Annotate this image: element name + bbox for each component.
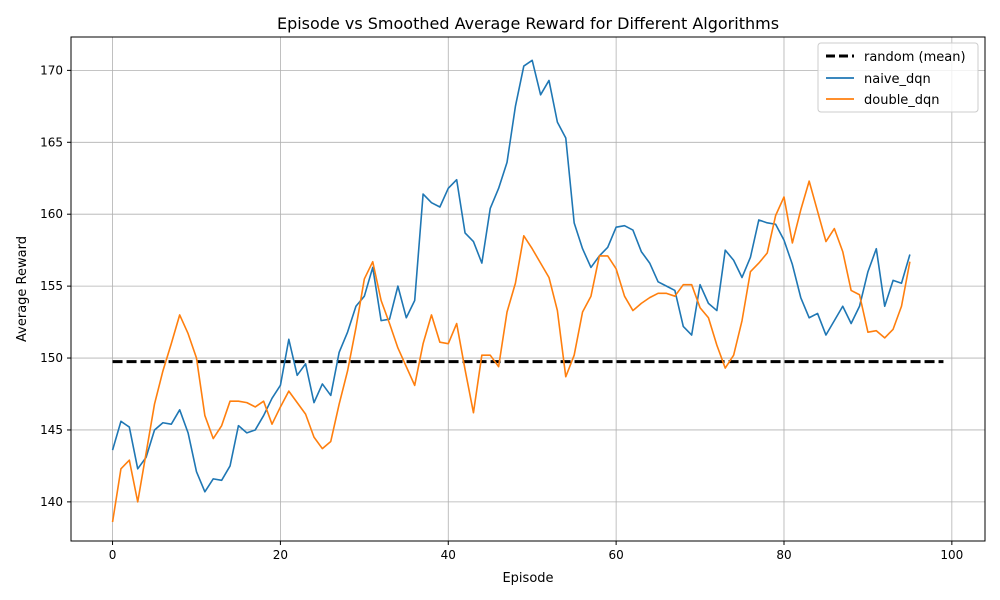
y-tick-label: 165 (40, 135, 63, 149)
plot-frame (70, 36, 986, 542)
series-lines (111, 59, 944, 523)
y-tick-label: 140 (40, 495, 63, 509)
legend-frame (817, 42, 979, 113)
series-line-naive-dqn (111, 59, 911, 493)
x-tick-label: 60 (608, 548, 623, 562)
y-tick-label: 155 (40, 279, 63, 293)
x-axis-label: Episode (502, 571, 553, 586)
x-tick-label: 20 (273, 548, 288, 562)
y-tick-label: 160 (40, 207, 63, 221)
chart-title: Episode vs Smoothed Average Reward for D… (277, 14, 779, 33)
axis-ticks: 0 20 40 60 80 100 140 145 150 155 160 165 170 (40, 63, 963, 562)
x-tick-label: 40 (441, 548, 456, 562)
y-tick-label: 170 (40, 63, 63, 77)
y-tick-label: 150 (40, 351, 63, 365)
legend-label-double-dqn: double_dqn (864, 93, 940, 108)
series-line-double-dqn (111, 180, 911, 523)
legend-label-naive-dqn: naive_dqn (864, 72, 931, 87)
legend: random (mean) naive_dqn double_dqn (817, 42, 979, 113)
legend-label-random-mean: random (mean) (864, 50, 966, 65)
x-tick-label: 0 (109, 548, 117, 562)
y-tick-label: 145 (40, 423, 63, 437)
grid-lines (71, 37, 985, 541)
y-axis-label: Average Reward (15, 236, 30, 342)
x-tick-label: 80 (776, 548, 791, 562)
x-tick-label: 100 (940, 548, 963, 562)
